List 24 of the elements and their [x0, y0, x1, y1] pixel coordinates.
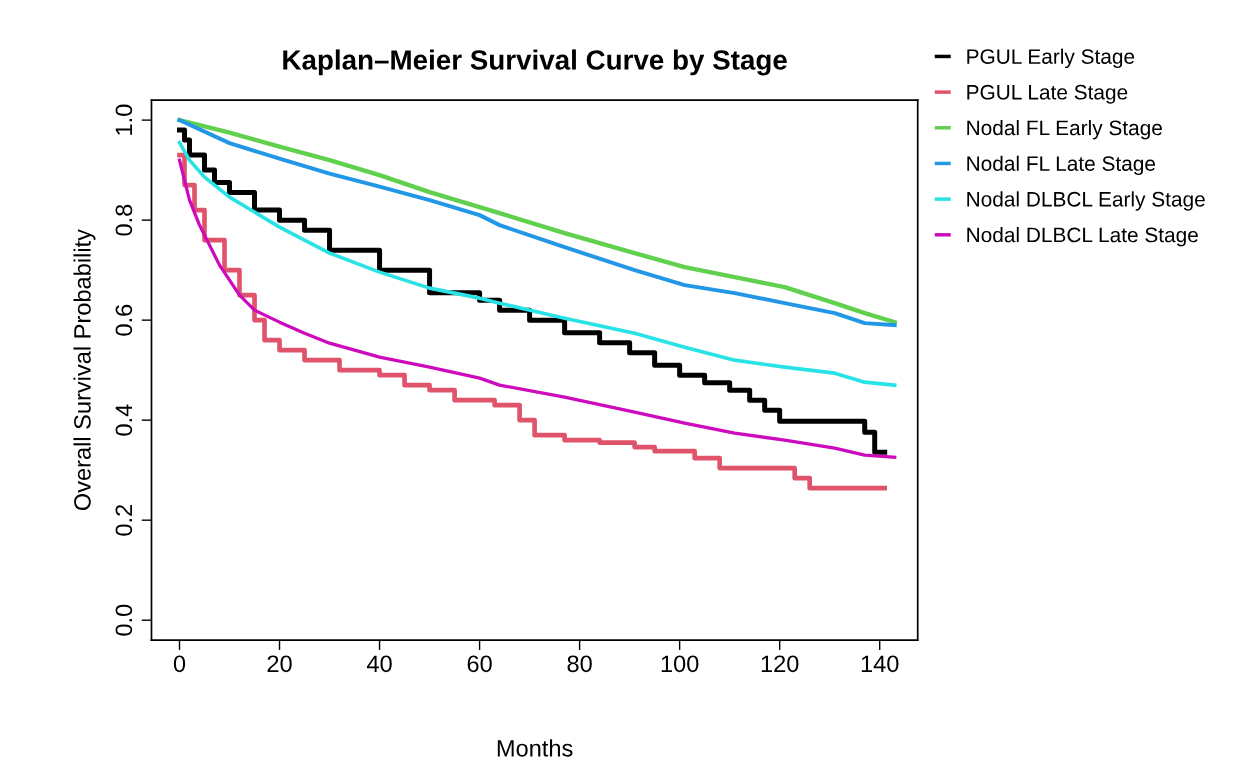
chart-title: Kaplan–Meier Survival Curve by Stage: [283, 49, 787, 76]
x-tick-label: 20: [267, 655, 292, 673]
x-tick-label: 120: [761, 655, 799, 673]
x-tick-label: 60: [467, 655, 492, 673]
y-tick-label: 0.4: [115, 404, 133, 436]
y-tick-label: 0.0: [115, 604, 133, 636]
x-tick-label: 40: [366, 655, 392, 673]
x-tick-label: 0: [173, 655, 186, 673]
y-tick-label: 0.8: [115, 204, 133, 236]
line-series: [177, 140, 897, 387]
legend-label: PGUL Early Stage: [967, 48, 1135, 69]
y-tick-label: 1.0: [115, 104, 133, 135]
x-tick-label: 100: [661, 655, 699, 673]
x-tick-label: 80: [567, 655, 592, 673]
y-tick-label: 0.6: [115, 304, 133, 336]
legend-label: Nodal FL Early Stage: [967, 119, 1162, 140]
legend-label: Nodal DLBCL Late Stage: [967, 226, 1198, 247]
legend-label: Nodal DLBCL Early Stage: [967, 191, 1205, 211]
x-tick-label: 140: [861, 655, 899, 673]
x-axis-title: Months: [497, 739, 573, 757]
legend-label: PGUL Late Stage: [967, 84, 1128, 104]
y-axis-title: Overall Survival Probability: [73, 229, 96, 511]
y-tick-label: 0.2: [115, 504, 133, 536]
legend-label: Nodal FL Late Stage: [967, 155, 1156, 176]
